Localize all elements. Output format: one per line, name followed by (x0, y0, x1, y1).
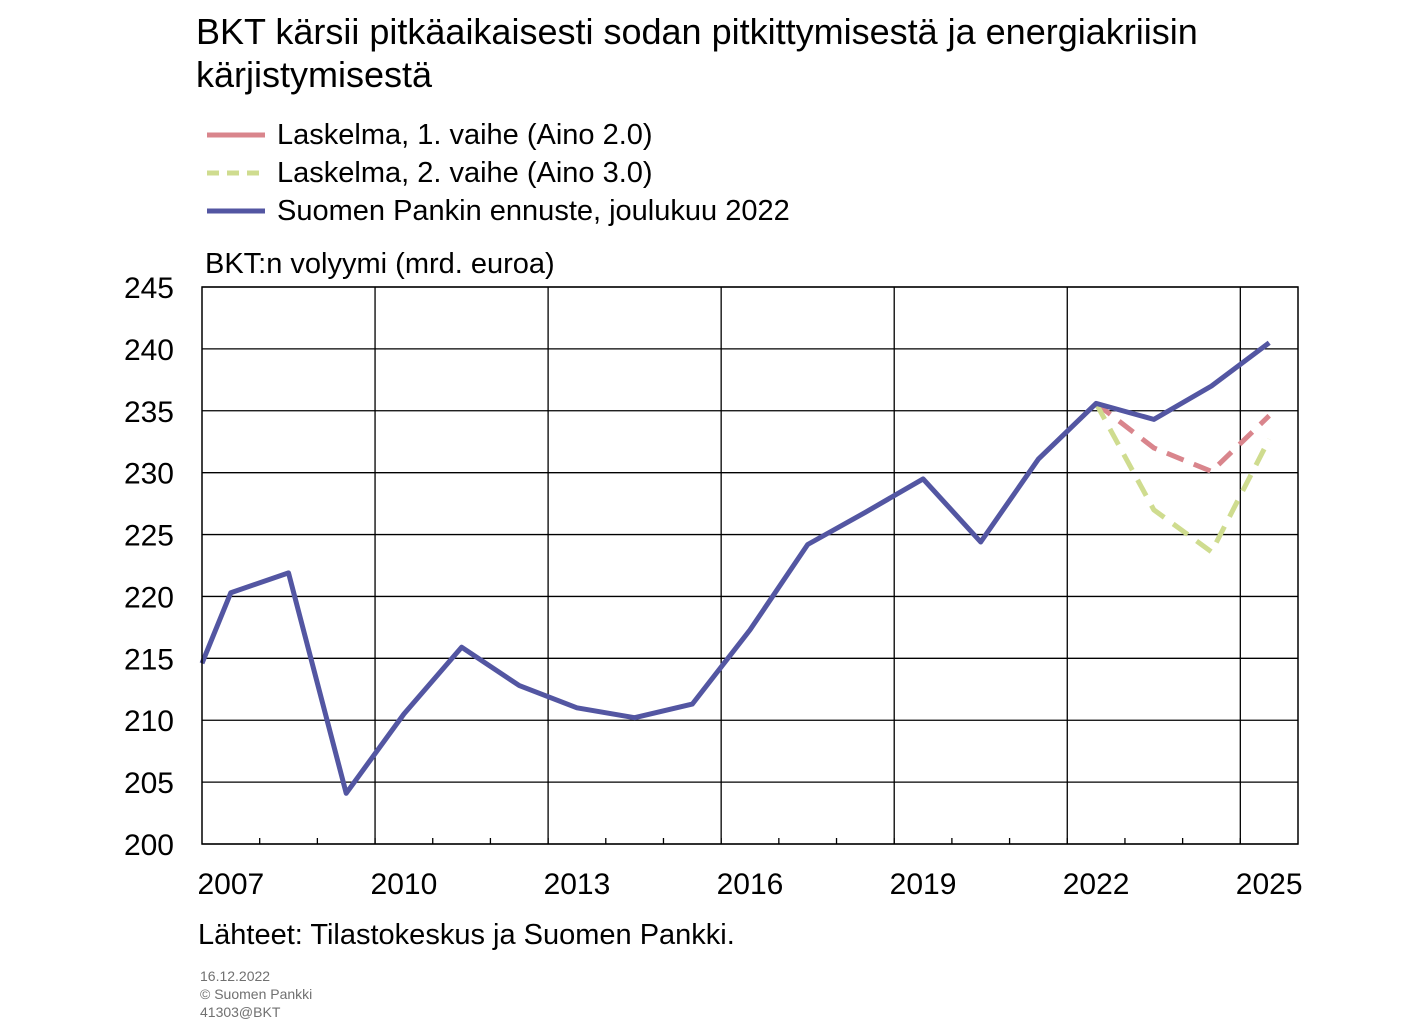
footer-copyright: © Suomen Pankki (200, 986, 313, 1002)
chart-title: BKT kärsii pitkäaikaisesti sodan pitkitt… (196, 11, 1198, 95)
series-line-forecast (199, 340, 1271, 796)
legend-swatch-aino2 (207, 132, 265, 138)
legend-label-forecast: Suomen Pankin ennuste, joulukuu 2022 (277, 195, 790, 227)
y-tick-label: 220 (124, 581, 174, 614)
source-note: Lähteet: Tilastokeskus ja Suomen Pankki. (198, 919, 735, 951)
x-tick-label: 2013 (544, 868, 611, 901)
y-axis-label: BKT:n volyymi (mrd. euroa) (205, 248, 555, 280)
legend-label-aino3: Laskelma, 2. vaihe (Aino 3.0) (277, 157, 653, 189)
x-tick-label: 2016 (717, 868, 784, 901)
y-tick-label: 200 (124, 829, 174, 862)
x-tick-label: 2007 (197, 868, 264, 901)
legend-swatch-aino3 (207, 170, 265, 176)
y-tick-label: 235 (124, 396, 174, 429)
legend-label-aino2: Laskelma, 1. vaihe (Aino 2.0) (277, 119, 653, 151)
x-tick-label: 2010 (371, 868, 438, 901)
series-line-aino3 (1093, 402, 1272, 555)
y-tick-label: 230 (124, 458, 174, 491)
series-line-aino2 (1094, 401, 1271, 474)
y-tick-label: 210 (124, 705, 174, 738)
footer: 16.12.2022 © Suomen Pankki 41303@BKT (200, 967, 312, 1021)
x-tick-label: 2019 (890, 868, 957, 901)
y-tick-label: 205 (124, 767, 174, 800)
x-tick-label: 2022 (1063, 868, 1130, 901)
y-tick-label: 225 (124, 520, 174, 553)
legend-swatch-forecast (207, 208, 265, 214)
footer-date: 16.12.2022 (200, 968, 271, 984)
y-tick-label: 215 (124, 643, 174, 676)
y-tick-label: 245 (124, 272, 174, 305)
x-tick-label: 2025 (1236, 868, 1303, 901)
y-tick-label: 240 (124, 334, 174, 367)
plot-frame (201, 286, 1299, 845)
footer-code: 41303@BKT (200, 1004, 281, 1020)
